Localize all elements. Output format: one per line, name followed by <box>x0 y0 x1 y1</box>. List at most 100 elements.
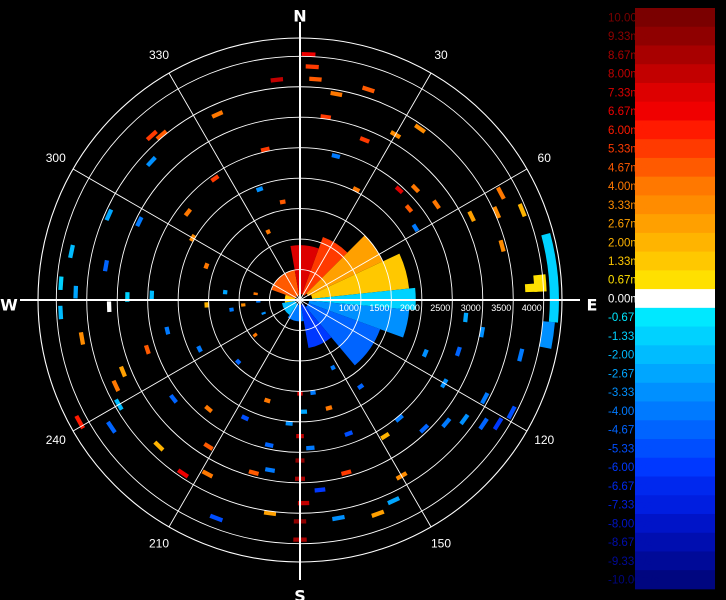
color-scale-swatch <box>635 157 715 178</box>
color-scale-label: 8.00m/s <box>608 69 649 81</box>
color-scale-label: -3.33m/s <box>608 387 653 399</box>
echo-gate <box>58 305 64 320</box>
color-scale-label: 0.67m/s <box>608 275 649 287</box>
echo-gate <box>229 307 234 312</box>
echo-gate <box>387 496 401 506</box>
color-scale-label: -7.33m/s <box>608 500 653 512</box>
color-scale-swatch <box>635 420 715 440</box>
color-scale-label: 10.00m/s <box>608 12 656 24</box>
color-scale-label: 2.00m/s <box>608 237 649 249</box>
range-ring-label: 3000 <box>461 303 481 313</box>
polar-grid <box>20 22 580 580</box>
color-scale-label: -2.00m/s <box>608 350 653 362</box>
echo-gate <box>58 276 64 291</box>
range-ring-label: 2500 <box>430 303 450 313</box>
color-scale-label: -9.33m/s <box>608 556 653 568</box>
azimuth-label: 60 <box>538 151 552 165</box>
echo-gate <box>352 186 361 194</box>
echo-gate <box>411 223 420 233</box>
color-scale-swatch <box>635 532 715 552</box>
color-scale-swatch <box>635 26 715 46</box>
echo-gate <box>492 417 504 431</box>
azimuth-label: 300 <box>46 151 66 165</box>
color-scale-swatch <box>635 382 715 402</box>
color-scale-swatch <box>635 307 715 327</box>
echo-gate <box>255 186 264 193</box>
color-scale-swatches <box>635 8 715 590</box>
color-scale-swatch <box>635 82 715 103</box>
echo-gate <box>359 136 371 144</box>
echo-gate <box>330 364 336 371</box>
echo-gate <box>454 346 462 357</box>
echo-gate <box>340 469 352 477</box>
color-scale-label: -1.33m/s <box>608 331 653 343</box>
color-scale-label: -5.33m/s <box>608 443 653 455</box>
echo-region <box>524 283 538 293</box>
color-scale-swatch <box>635 289 715 309</box>
echo-gate <box>145 155 157 168</box>
color-scale-label: 6.67m/s <box>608 106 649 118</box>
color-scale-swatch <box>635 232 715 253</box>
echo-gate <box>478 417 489 431</box>
range-ring-label: 4000 <box>522 303 542 313</box>
echo-gate <box>419 423 430 434</box>
color-scale-swatch <box>635 120 715 140</box>
echo-gate <box>68 244 75 259</box>
echo-region <box>308 300 410 338</box>
echo-gate <box>421 348 429 358</box>
color-scale-swatch <box>635 195 715 215</box>
echo-gate <box>517 348 525 362</box>
color-scale-label: -8.00m/s <box>608 518 653 530</box>
cardinal-label-e: E <box>587 296 598 315</box>
color-scale-swatch <box>635 439 715 459</box>
echo-gate <box>234 358 242 366</box>
echo-gate <box>102 259 110 272</box>
color-scale-label: -10.00m/s <box>608 575 659 587</box>
color-scale-label: -6.67m/s <box>608 481 653 493</box>
echo-region <box>281 300 298 315</box>
echo-gate <box>306 445 315 451</box>
echo-gate <box>261 311 267 316</box>
color-scale-label: 8.67m/s <box>608 50 649 62</box>
color-scale-swatch <box>635 270 715 290</box>
echo-gate <box>240 414 250 422</box>
color-scale-label: -8.67m/s <box>608 537 653 549</box>
color-scale-swatch <box>635 214 715 234</box>
color-scale-swatch <box>635 364 715 384</box>
echo-gate <box>357 383 365 391</box>
echo-gate <box>164 326 171 335</box>
echo-gate <box>209 513 224 523</box>
echo-gate <box>414 123 427 134</box>
echo-gate <box>149 290 155 299</box>
echo-region <box>539 321 555 349</box>
echo-region <box>271 269 300 299</box>
color-scale-label: 3.33m/s <box>608 200 649 212</box>
color-scale-label: 0.00m/s <box>608 293 649 305</box>
color-scale-labels: 10.00m/s 9.33m/s 8.67m/s 8.00m/s 7.33m/s 6.67… <box>608 12 659 586</box>
echo-gate <box>309 76 322 82</box>
cardinal-label-s: S <box>294 587 306 600</box>
echo-gate <box>305 64 319 70</box>
color-scale-swatch <box>635 64 715 84</box>
echo-gate <box>265 228 271 235</box>
azimuth-label: 150 <box>431 536 451 550</box>
radial-line <box>72 168 301 301</box>
azimuth-label: 30 <box>434 48 448 62</box>
echo-gate <box>330 90 343 98</box>
echo-gate <box>432 199 441 210</box>
color-scale-label: 2.67m/s <box>608 219 649 231</box>
color-scale-swatch <box>635 101 715 121</box>
echo-gate <box>498 239 506 252</box>
radial-line <box>299 299 432 528</box>
echo-region <box>306 235 383 297</box>
echo-gate <box>314 487 326 493</box>
radial-line <box>72 299 301 432</box>
radial-line <box>299 299 528 432</box>
echo-gate <box>222 289 228 295</box>
color-scale-swatch <box>635 401 715 421</box>
echo-gate <box>380 431 391 441</box>
echo-gate <box>463 312 469 323</box>
echo-gate <box>394 185 404 195</box>
